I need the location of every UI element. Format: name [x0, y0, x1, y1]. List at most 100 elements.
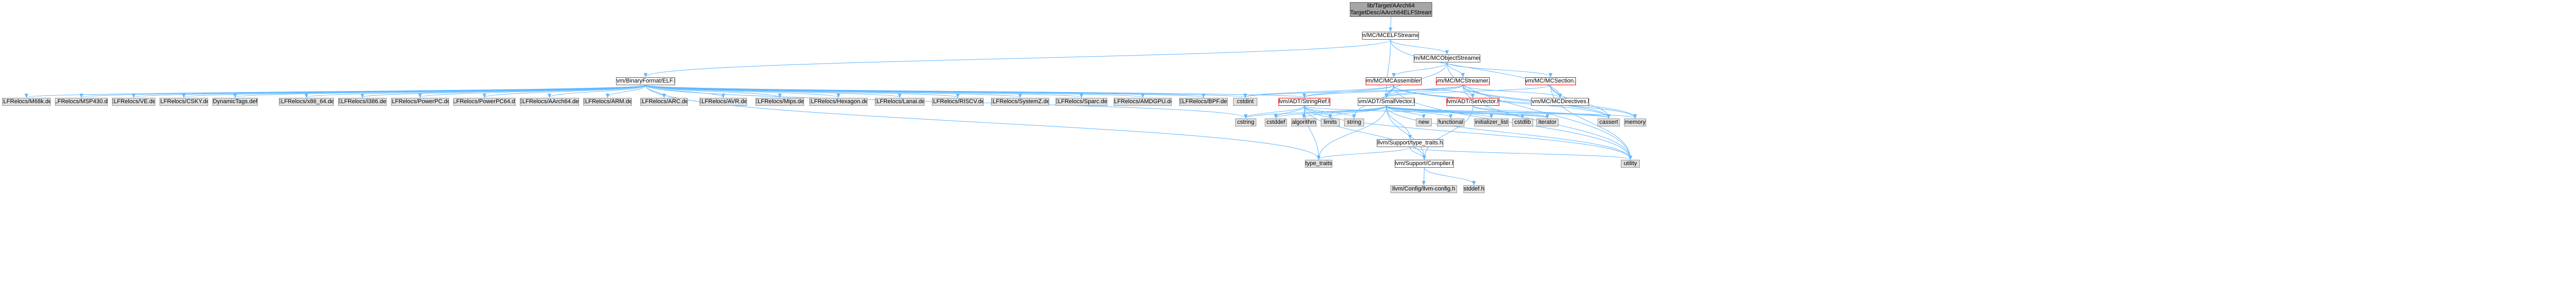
node-stringref[interactable]: llvm/ADT/StringRef.h: [1278, 98, 1330, 106]
node-avr-def[interactable]: ELFRelocs/AVR.def: [699, 98, 747, 106]
edge-smallvector-to-cstddef: [1276, 105, 1387, 118]
node-iterator[interactable]: iterator: [1536, 119, 1558, 126]
edge-mcassembler-to-cstdint: [1245, 85, 1394, 97]
node-string[interactable]: string: [1344, 119, 1364, 126]
edge-binaryformat-elf-to-powerpc64-def: [484, 85, 646, 97]
node-amdgpu-def[interactable]: ELFRelocs/AMDGPU.def: [1114, 98, 1172, 106]
edge-setvector-to-smallvector: [1386, 89, 1473, 98]
node-powerpc-def[interactable]: ELFRelocs/PowerPC.def: [391, 98, 449, 106]
node-smallvector[interactable]: llvm/ADT/SmallVector.h: [1358, 98, 1415, 106]
node-mcelfstreamer[interactable]: llvm/MC/MCELFStreamer.h: [1362, 32, 1419, 40]
edge-aarch64-elfstreamer-h-to-mcelfstreamer: [1390, 16, 1391, 31]
edge-mcelfstreamer-to-binaryformat-elf: [646, 39, 1391, 77]
node-llvm-config-h[interactable]: llvm/Config/llvm-config.h: [1390, 185, 1457, 193]
node-cstdlib[interactable]: cstdlib: [1512, 119, 1533, 126]
edge-smallvector-to-type-traits-h: [1386, 105, 1410, 139]
edge-mcelfstreamer-to-smallvector: [1386, 39, 1391, 97]
node-systemz-def[interactable]: ELFRelocs/SystemZ.def: [991, 98, 1049, 106]
node-new[interactable]: new: [1416, 119, 1432, 126]
edge-mcassembler-to-memory: [1393, 85, 1635, 118]
edge-binaryformat-elf-to-mips-def: [645, 85, 780, 97]
edge-binaryformat-elf-to-i386-def: [362, 85, 646, 97]
node-i386-def[interactable]: ELFRelocs/i386.def: [338, 98, 387, 106]
node-riscv-def[interactable]: ELFRelocs/RISCV.def: [932, 98, 984, 106]
node-utility[interactable]: utility: [1621, 160, 1640, 168]
node-dynamictags-def[interactable]: DynamicTags.def: [212, 98, 258, 106]
edge-binaryformat-elf-to-type-traits: [645, 85, 1319, 159]
edge-setvector-to-compiler-h: [1424, 105, 1473, 159]
node-compiler-h[interactable]: llvm/Support/Compiler.h: [1395, 160, 1454, 168]
node-lanai-def[interactable]: ELFRelocs/Lanai.def: [875, 98, 925, 106]
node-powerpc64-def[interactable]: ELFRelocs/PowerPC64.def: [453, 98, 516, 106]
node-algorithm[interactable]: algorithm: [1291, 119, 1317, 126]
edge-mcobjectstreamer-to-mcsection: [1446, 62, 1551, 77]
node-mips-def[interactable]: ELFRelocs/Mips.def: [755, 98, 804, 106]
node-hexagon-def[interactable]: ELFRelocs/Hexagon.def: [809, 98, 867, 106]
edge-mcobjectstreamer-to-mcstreamer: [1446, 62, 1463, 77]
node-functional[interactable]: functional: [1437, 119, 1464, 126]
edge-smallvector-to-cstring: [1246, 105, 1387, 118]
node-arc-def[interactable]: ELFRelocs/ARC.def: [640, 98, 688, 106]
edge-binaryformat-elf-to-arm-def: [608, 85, 646, 97]
edge-smallvector-to-type-traits: [1319, 105, 1387, 159]
node-mcobjectstreamer[interactable]: llvm/MC/MCObjectStreamer.h: [1414, 54, 1480, 62]
edge-compiler-h-to-stddef-h: [1424, 167, 1474, 185]
node-memory[interactable]: memory: [1624, 119, 1646, 126]
node-bpf-def[interactable]: ELFRelocs/BPF.def: [1179, 98, 1228, 106]
edge-mcelfstreamer-to-mcdirectives: [1390, 39, 1560, 97]
node-type-traits[interactable]: type_traits: [1305, 160, 1332, 168]
edge-mcassembler-to-stringref: [1304, 85, 1394, 97]
edge-smallvector-to-limits: [1330, 105, 1387, 118]
root-label-line2: /MCTargetDesc/AArch64ELFStreamer.h: [1350, 10, 1432, 16]
node-setvector[interactable]: llvm/ADT/SetVector.h: [1446, 98, 1499, 106]
node-msp430-def[interactable]: ELFRelocs/MSP430.def: [55, 98, 108, 106]
edge-binaryformat-elf-to-dynamictags-def: [235, 85, 646, 97]
edge-mcstreamer-to-cstdint: [1245, 85, 1463, 97]
node-mcstreamer[interactable]: llvm/MC/MCStreamer.h: [1436, 77, 1490, 85]
node-mcsection[interactable]: llvm/MC/MCSection.h: [1525, 77, 1576, 85]
edge-type-traits-h-to-type-traits: [1319, 147, 1411, 159]
node-cstdint[interactable]: cstdint: [1233, 98, 1257, 106]
edge-setvector-to-cassert: [1472, 105, 1609, 118]
node-initializer-list[interactable]: initializer_list: [1474, 119, 1509, 126]
edge-stringref-to-utility: [1304, 105, 1630, 159]
node-sparc-def[interactable]: ELFRelocs/Sparc.def: [1056, 98, 1107, 106]
node-mcdirectives[interactable]: llvm/MC/MCDirectives.h: [1531, 98, 1589, 106]
node-arm-def[interactable]: ELFRelocs/ARM.def: [583, 98, 632, 106]
node-aarch64-elfstreamer-h[interactable]: lib/Target/AArch64 /MCTargetDesc/AArch64…: [1350, 2, 1432, 17]
edge-mcelfstreamer-to-mcobjectstreamer: [1390, 39, 1447, 54]
node-cstddef[interactable]: cstddef: [1265, 119, 1287, 126]
node-cassert[interactable]: cassert: [1598, 119, 1620, 126]
edge-binaryformat-elf-to-msp430-def: [81, 85, 646, 97]
edge-smallvector-to-utility: [1386, 105, 1630, 159]
edge-stringref-to-iterator: [1304, 105, 1547, 118]
edge-mcstreamer-to-stringref: [1304, 85, 1463, 97]
node-stddef-h[interactable]: stddef.h: [1463, 185, 1485, 193]
edge-smallvector-to-functional: [1386, 105, 1451, 118]
edge-type-traits-h-to-compiler-h: [1410, 147, 1424, 159]
edge-stringref-to-compiler-h: [1304, 105, 1424, 159]
node-x86-64-def[interactable]: ELFRelocs/x86_64.def: [279, 98, 334, 106]
edge-binaryformat-elf-to-hexagon-def: [645, 85, 838, 97]
edge-mcobjectstreamer-to-mcassembler: [1394, 62, 1448, 77]
edge-mcsection-to-smallvector: [1386, 85, 1551, 97]
node-m68k-def[interactable]: ELFRelocs/M68k.def: [2, 98, 51, 106]
edge-binaryformat-elf-to-aarch64-def: [549, 85, 646, 97]
edge-mcstreamer-to-smallvector: [1386, 85, 1463, 97]
edge-setvector-to-iterator: [1472, 105, 1547, 118]
node-ve-def[interactable]: ELFRelocs/VE.def: [112, 98, 155, 106]
node-cstring[interactable]: cstring: [1235, 119, 1256, 126]
node-limits[interactable]: limits: [1321, 119, 1340, 126]
node-mcassembler[interactable]: llvm/MC/MCAssembler.h: [1366, 77, 1422, 85]
node-binaryformat-elf[interactable]: llvm/BinaryFormat/ELF.h: [616, 77, 675, 85]
edge-stringref-to-cstring: [1246, 105, 1305, 118]
edge-type-traits-h-to-utility: [1410, 147, 1630, 159]
node-aarch64-def[interactable]: ELFRelocs/AArch64.def: [520, 98, 579, 106]
node-type-traits-h[interactable]: llvm/Support/type_traits.h: [1377, 139, 1443, 147]
edge-smallvector-to-compiler-h: [1386, 105, 1424, 159]
root-label-line1: lib/Target/AArch64: [1367, 3, 1415, 9]
edge-mcstreamer-to-mcdirectives: [1462, 85, 1560, 97]
node-csky-def[interactable]: ELFRelocs/CSKY.def: [160, 98, 208, 106]
edge-smallvector-to-new: [1386, 105, 1424, 118]
